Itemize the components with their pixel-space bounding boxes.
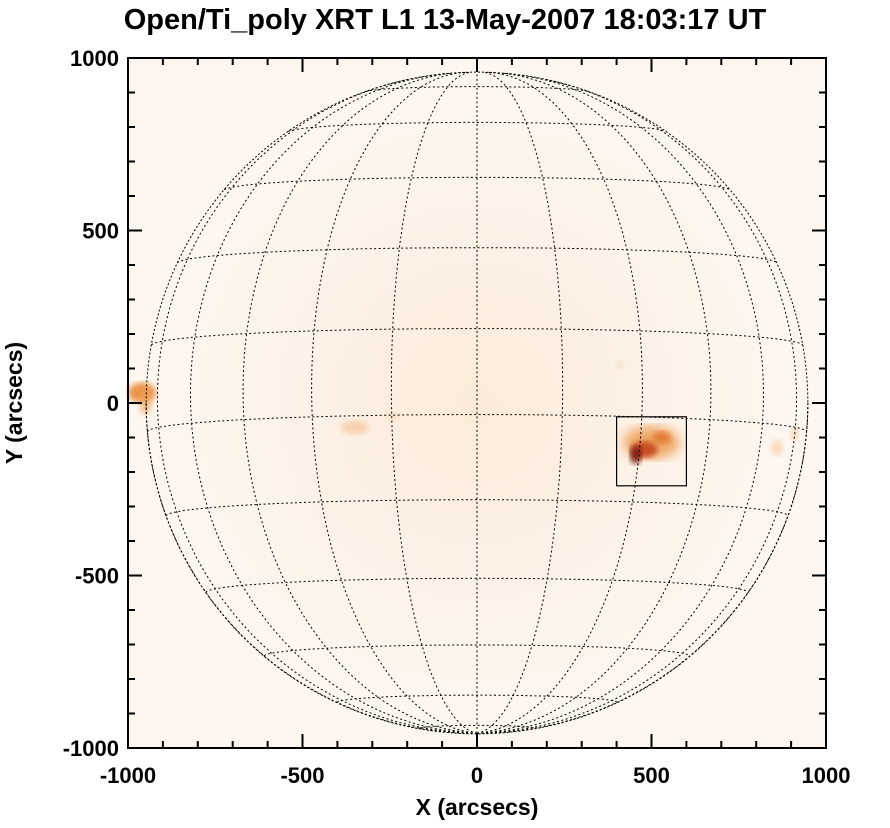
y-tick-label: 1000 [70, 46, 119, 71]
longitude-line [476, 71, 564, 734]
emission-blob [340, 420, 369, 435]
longitude-line [476, 78, 798, 734]
emission-blob [771, 439, 784, 456]
latitude-line [223, 176, 731, 191]
longitude-line [476, 71, 643, 734]
x-tick-label: 500 [633, 763, 670, 788]
emission-blob [616, 361, 625, 370]
emission-blob [385, 411, 402, 422]
emission-blob [138, 391, 153, 415]
longitude-line [476, 73, 765, 734]
y-tick-label: -1000 [63, 736, 119, 761]
x-tick-label: -1000 [100, 763, 156, 788]
x-tick-labels: -1000 -500 0 500 1000 [100, 763, 851, 788]
y-tick-labels: 1000 500 0 -500 -1000 [63, 46, 119, 761]
y-tick-label: 500 [82, 219, 119, 244]
x-axis-label: X (arcsecs) [416, 794, 539, 820]
region-of-interest-box [615, 416, 687, 487]
x-tick-label: 1000 [802, 763, 851, 788]
x-tick-label: 0 [471, 763, 483, 788]
y-axis-label: Y (arcsecs) [1, 342, 27, 464]
longitude-line [156, 78, 478, 734]
x-tick-label: -500 [280, 763, 324, 788]
emission-blob [652, 431, 671, 444]
y-tick-label: 0 [107, 391, 119, 416]
longitude-line [390, 71, 478, 734]
axis-ticks [127, 57, 827, 749]
emission-blob [629, 445, 642, 464]
longitude-line [311, 71, 478, 734]
latitude-line [288, 121, 666, 132]
plot-title: Open/Ti_poly XRT L1 13-May-2007 18:03:17… [123, 4, 767, 36]
solar-limb [145, 71, 809, 735]
longitude-line [189, 73, 478, 734]
y-tick-label: -500 [75, 564, 119, 589]
